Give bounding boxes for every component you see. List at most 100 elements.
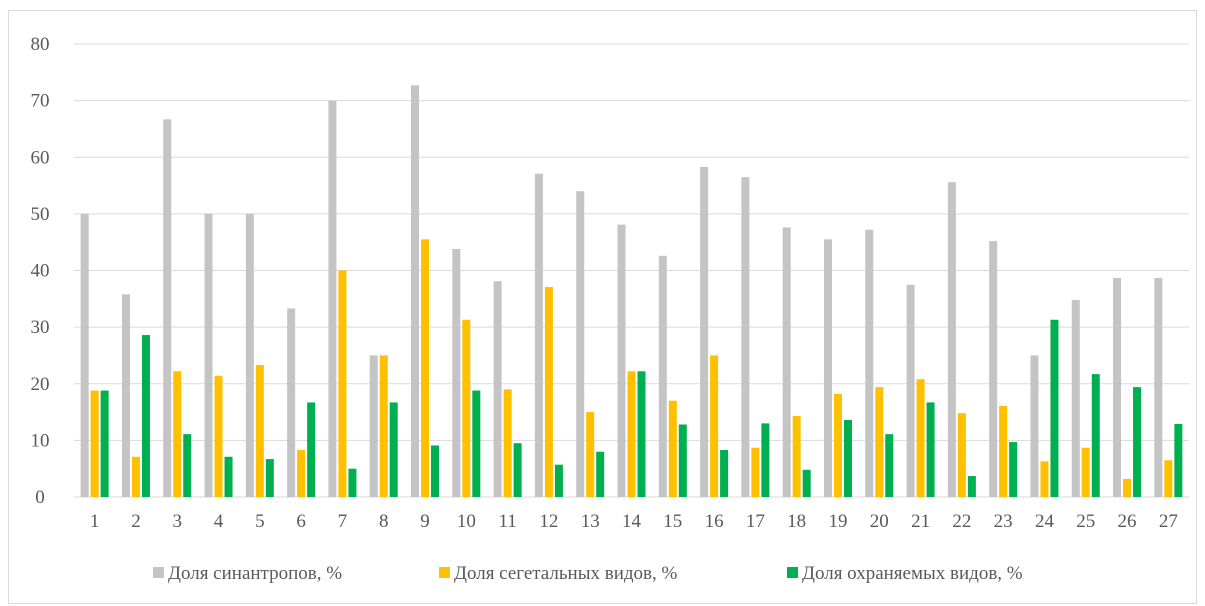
bar-series-1-cat-5 <box>245 213 254 497</box>
bar-series-1-cat-16 <box>700 166 709 497</box>
bar-series-3-cat-22 <box>967 476 976 497</box>
bar-series-3-cat-18 <box>802 469 811 497</box>
bar-series-3-cat-14 <box>637 371 646 497</box>
bar-series-3-cat-4 <box>224 456 233 497</box>
x-tick-label: 12 <box>539 511 558 532</box>
bar-series-1-cat-19 <box>823 239 832 497</box>
x-tick-label: 16 <box>705 511 724 532</box>
bar-series-3-cat-15 <box>678 424 687 497</box>
y-tick-label: 20 <box>31 374 50 395</box>
legend-label-series-2: Доля сегетальных видов, % <box>454 563 677 584</box>
bar-series-2-cat-4 <box>214 375 223 497</box>
bar-series-3-cat-25 <box>1091 374 1100 497</box>
y-tick-label: 40 <box>31 261 50 282</box>
bar-series-1-cat-15 <box>658 255 667 497</box>
x-tick-label: 10 <box>457 511 476 532</box>
x-tick-label: 11 <box>498 511 516 532</box>
bar-series-2-cat-9 <box>421 239 430 497</box>
x-tick-label: 5 <box>255 511 265 532</box>
bar-series-1-cat-3 <box>163 119 172 497</box>
bar-series-2-cat-20 <box>875 387 884 497</box>
bar-series-3-cat-20 <box>885 434 894 497</box>
bar-series-2-cat-21 <box>916 379 925 497</box>
bar-series-3-cat-13 <box>596 451 605 497</box>
bar-series-2-cat-3 <box>173 371 182 497</box>
bar-series-1-cat-25 <box>1071 299 1080 497</box>
bar-series-1-cat-23 <box>989 241 998 497</box>
legend-swatch-series-2 <box>439 567 450 578</box>
bar-series-3-cat-2 <box>141 335 150 497</box>
bar-series-1-cat-24 <box>1030 355 1039 497</box>
chart-container: 0 10 20 30 40 50 60 70 80 1 2 3 4 5 6 7 8 9 10 11 12 13 14 15 1… <box>8 10 1197 604</box>
bar-series-3-cat-7 <box>348 468 357 497</box>
x-tick-label: 6 <box>296 511 306 532</box>
bar-series-2-cat-17 <box>751 447 760 497</box>
bar-series-2-cat-18 <box>792 416 801 497</box>
y-tick-label: 30 <box>31 317 50 338</box>
bar-series-3-cat-26 <box>1133 387 1142 497</box>
y-axis: 0 10 20 30 40 50 60 70 80 <box>31 34 50 508</box>
bar-series-1-cat-27 <box>1154 277 1163 497</box>
x-tick-label: 13 <box>581 511 600 532</box>
bar-series-2-cat-19 <box>833 393 842 497</box>
bar-series-2-cat-5 <box>255 365 264 497</box>
bar-series-2-cat-16 <box>710 355 719 497</box>
bar-series-3-cat-21 <box>926 402 935 497</box>
y-tick-label: 60 <box>31 147 50 168</box>
legend-label-series-1: Доля синантропов, % <box>168 563 342 584</box>
bar-series-2-cat-22 <box>957 413 966 497</box>
x-axis: 1 2 3 4 5 6 7 8 9 10 11 12 13 14 15 16 17 18 19 20 21 22 23 24 2… <box>90 511 1178 532</box>
bar-series-1-cat-8 <box>369 355 378 497</box>
y-tick-label: 0 <box>35 487 45 508</box>
bar-series-3-cat-16 <box>720 450 729 497</box>
bar-series-3-cat-9 <box>431 445 440 497</box>
x-tick-label: 2 <box>131 511 141 532</box>
bar-series-2-cat-8 <box>379 355 388 497</box>
bar-series-1-cat-26 <box>1113 277 1122 497</box>
bar-series-3-cat-23 <box>1009 442 1018 497</box>
x-tick-label: 3 <box>172 511 182 532</box>
x-tick-label: 19 <box>828 511 847 532</box>
x-tick-label: 25 <box>1076 511 1095 532</box>
bar-series-2-cat-12 <box>544 286 553 497</box>
bar-series-3-cat-10 <box>472 390 481 497</box>
x-tick-label: 7 <box>338 511 348 532</box>
bar-series-2-cat-26 <box>1123 478 1132 497</box>
bar-series-1-cat-7 <box>328 100 337 497</box>
x-tick-label: 8 <box>379 511 389 532</box>
bar-series-3-cat-27 <box>1174 423 1183 497</box>
x-tick-label: 23 <box>994 511 1013 532</box>
bar-series-1-cat-11 <box>493 281 502 497</box>
bar-series-1-cat-2 <box>121 294 130 497</box>
bar-series-1-cat-18 <box>782 227 791 497</box>
bar-series-2-cat-27 <box>1164 460 1173 497</box>
bar-series-2-cat-24 <box>1040 461 1049 497</box>
bar-series-3-cat-17 <box>761 423 770 497</box>
bar-series-3-cat-1 <box>100 390 109 497</box>
bar-series-2-cat-1 <box>90 390 99 497</box>
legend-label-series-3: Доля охраняемых видов, % <box>802 563 1023 584</box>
bar-series-3-cat-5 <box>265 459 274 497</box>
bar-series-3-cat-8 <box>389 402 398 497</box>
x-tick-label: 21 <box>911 511 930 532</box>
bar-series-2-cat-25 <box>1081 447 1090 497</box>
bar-series-2-cat-23 <box>999 405 1008 497</box>
x-tick-label: 27 <box>1159 511 1178 532</box>
y-tick-label: 50 <box>31 204 50 225</box>
x-tick-label: 22 <box>952 511 971 532</box>
bar-series-3-cat-19 <box>843 419 852 497</box>
x-tick-label: 26 <box>1118 511 1137 532</box>
bar-series-1-cat-13 <box>576 191 585 497</box>
x-tick-label: 9 <box>420 511 430 532</box>
bar-series-3-cat-24 <box>1050 319 1059 497</box>
bar-series-1-cat-4 <box>204 213 213 497</box>
bar-series-1-cat-14 <box>617 224 626 498</box>
bar-series-1-cat-17 <box>741 177 750 497</box>
y-tick-label: 10 <box>31 430 50 451</box>
bar-series-3-cat-3 <box>183 434 192 497</box>
x-tick-label: 14 <box>622 511 642 532</box>
bar-series-2-cat-10 <box>462 319 471 497</box>
bar-series-1-cat-1 <box>80 213 89 497</box>
legend: Доля синантропов, % Доля сегетальных видо… <box>153 563 1023 584</box>
bar-series-2-cat-15 <box>668 400 677 497</box>
